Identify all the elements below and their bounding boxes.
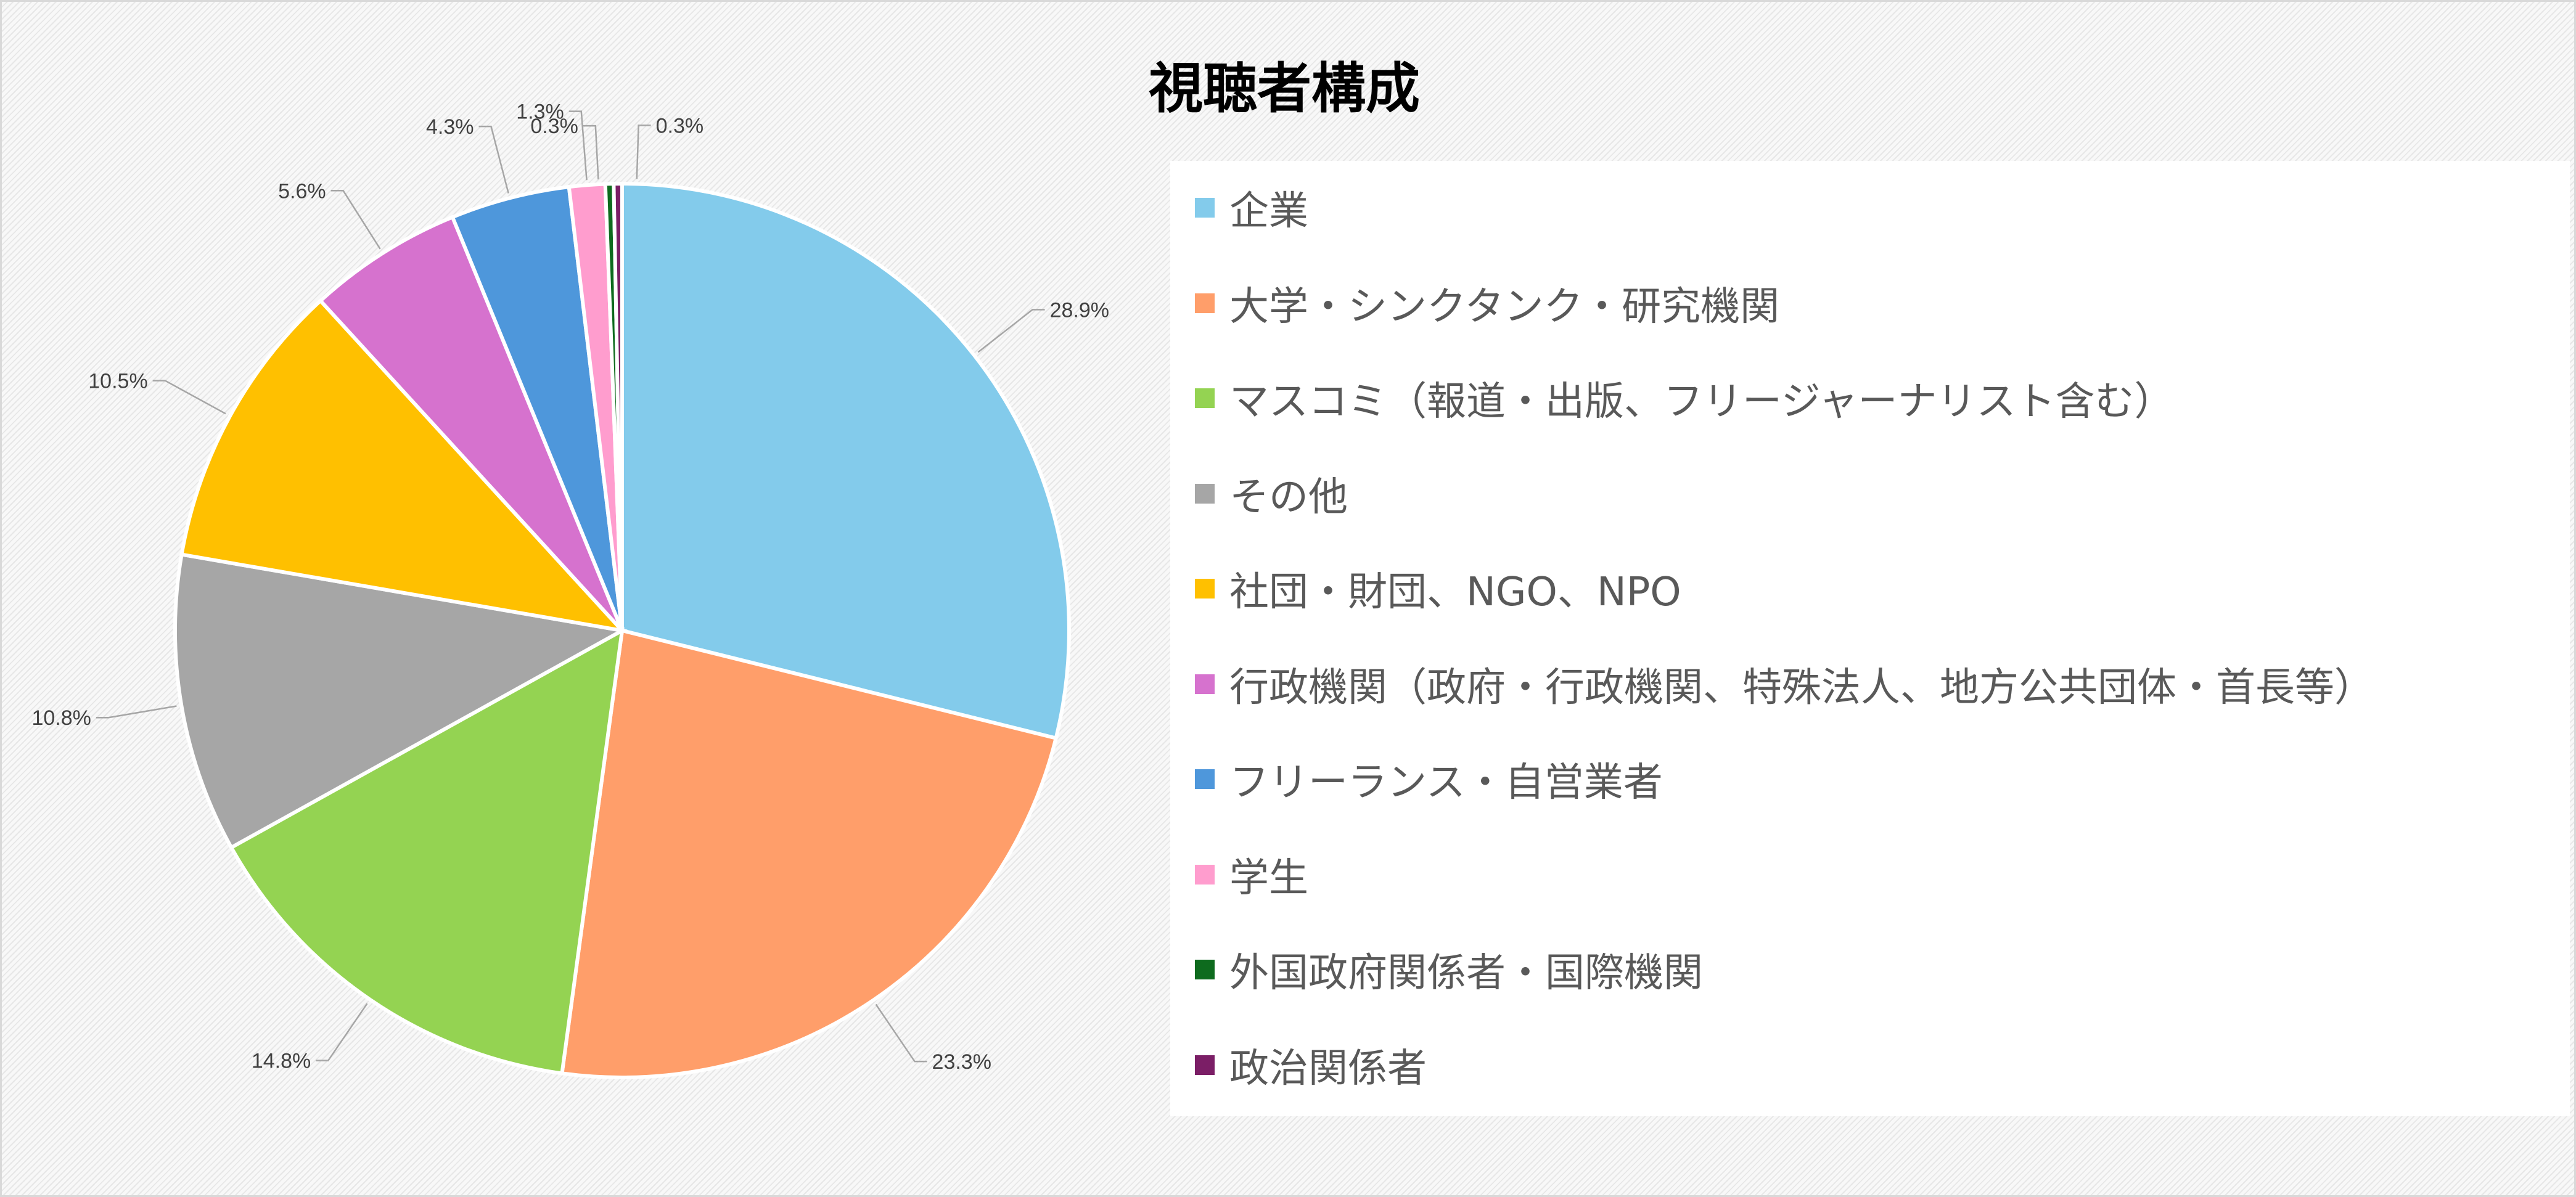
pie-slice-5: [318, 214, 624, 632]
legend-label: 外国政府関係者・国際機関: [1229, 950, 1703, 996]
legend-item-1: 大学・シンクタンク・研究機関: [1195, 279, 1779, 330]
legend-label: 学生: [1229, 855, 1308, 901]
legend-label: その他: [1229, 474, 1348, 520]
pie-slice-2: [229, 627, 625, 1076]
data-label-3: 10.8%: [31, 706, 91, 730]
legend-swatch: [1195, 960, 1215, 979]
data-label-6: 4.3%: [426, 115, 474, 139]
legend-swatch: [1195, 864, 1215, 884]
legend-label: 大学・シンクタンク・研究機関: [1229, 284, 1780, 330]
pie-slice-6: [450, 184, 624, 632]
legend-label: マスコミ（報道・出版、フリージャーナリスト含む）: [1229, 379, 2174, 425]
pie-slice-1: [560, 628, 1059, 1079]
legend-label: フリーランス・自営業者: [1229, 760, 1663, 806]
pie-chart: 28.9%23.3%14.8%10.8%10.5%5.6%4.3%1.3%0.3…: [31, 100, 1109, 1079]
legend-swatch: [1195, 293, 1215, 313]
leader-line-6: [478, 125, 509, 194]
data-label-2: 14.8%: [252, 1050, 311, 1073]
legend-swatch: [1195, 198, 1215, 218]
leader-line-9: [636, 125, 651, 179]
leader-line-1: [875, 1003, 927, 1063]
legend-item-6: フリーランス・自営業者: [1195, 754, 1663, 806]
legend-swatch: [1195, 579, 1215, 598]
legend-swatch: [1195, 388, 1215, 408]
leader-line-5: [330, 190, 381, 250]
pie-slice-3: [173, 552, 628, 851]
legend-label: 企業: [1229, 189, 1308, 234]
leader-line-3: [96, 705, 177, 719]
data-label-9: 0.3%: [656, 114, 704, 137]
legend-item-3: その他: [1195, 469, 1348, 520]
leader-line-2: [316, 1003, 368, 1061]
data-label-5: 5.6%: [278, 179, 326, 203]
pie-slice-9: [612, 181, 624, 631]
leader-line-7: [568, 110, 588, 181]
leader-line-0: [977, 309, 1045, 353]
legend-swatch: [1195, 674, 1215, 694]
legend-item-4: 社団・財団、NGO、NPO: [1195, 564, 1681, 615]
legend-item-0: 企業: [1195, 183, 1308, 234]
legend-label: 社団・財団、NGO、NPO: [1229, 570, 1681, 615]
pie-slice-4: [179, 298, 628, 634]
legend-swatch: [1195, 1055, 1215, 1075]
legend-item-5: 行政機関（政府・行政機関、特殊法人、地方公共団体・首長等）: [1195, 660, 2374, 711]
data-label-7: 1.3%: [516, 100, 564, 124]
leader-line-4: [152, 380, 226, 415]
legend-label: 政治関係者: [1229, 1045, 1427, 1092]
legend-swatch: [1195, 769, 1215, 789]
data-label-4: 10.5%: [88, 369, 147, 393]
legend-item-2: マスコミ（報道・出版、フリージャーナリスト含む）: [1195, 374, 2174, 425]
legend-item-9: 政治関係者: [1195, 1040, 1427, 1092]
data-label-8: 0.3%: [530, 115, 578, 138]
data-label-1: 23.3%: [932, 1050, 991, 1074]
data-label-0: 28.9%: [1050, 298, 1109, 322]
legend-label: 行政機関（政府・行政機関、特殊法人、地方公共団体・首長等）: [1229, 664, 2374, 711]
legend: 企業大学・シンクタンク・研究機関マスコミ（報道・出版、フリージャーナリスト含む）…: [1170, 161, 2570, 1116]
legend-item-8: 外国政府関係者・国際機関: [1195, 945, 1703, 996]
leader-line-8: [583, 125, 599, 180]
legend-swatch: [1195, 483, 1215, 504]
chart-title: 視聴者構成: [1148, 57, 1420, 120]
legend-item-7: 学生: [1195, 850, 1308, 901]
pie-slice-0: [620, 181, 1071, 741]
